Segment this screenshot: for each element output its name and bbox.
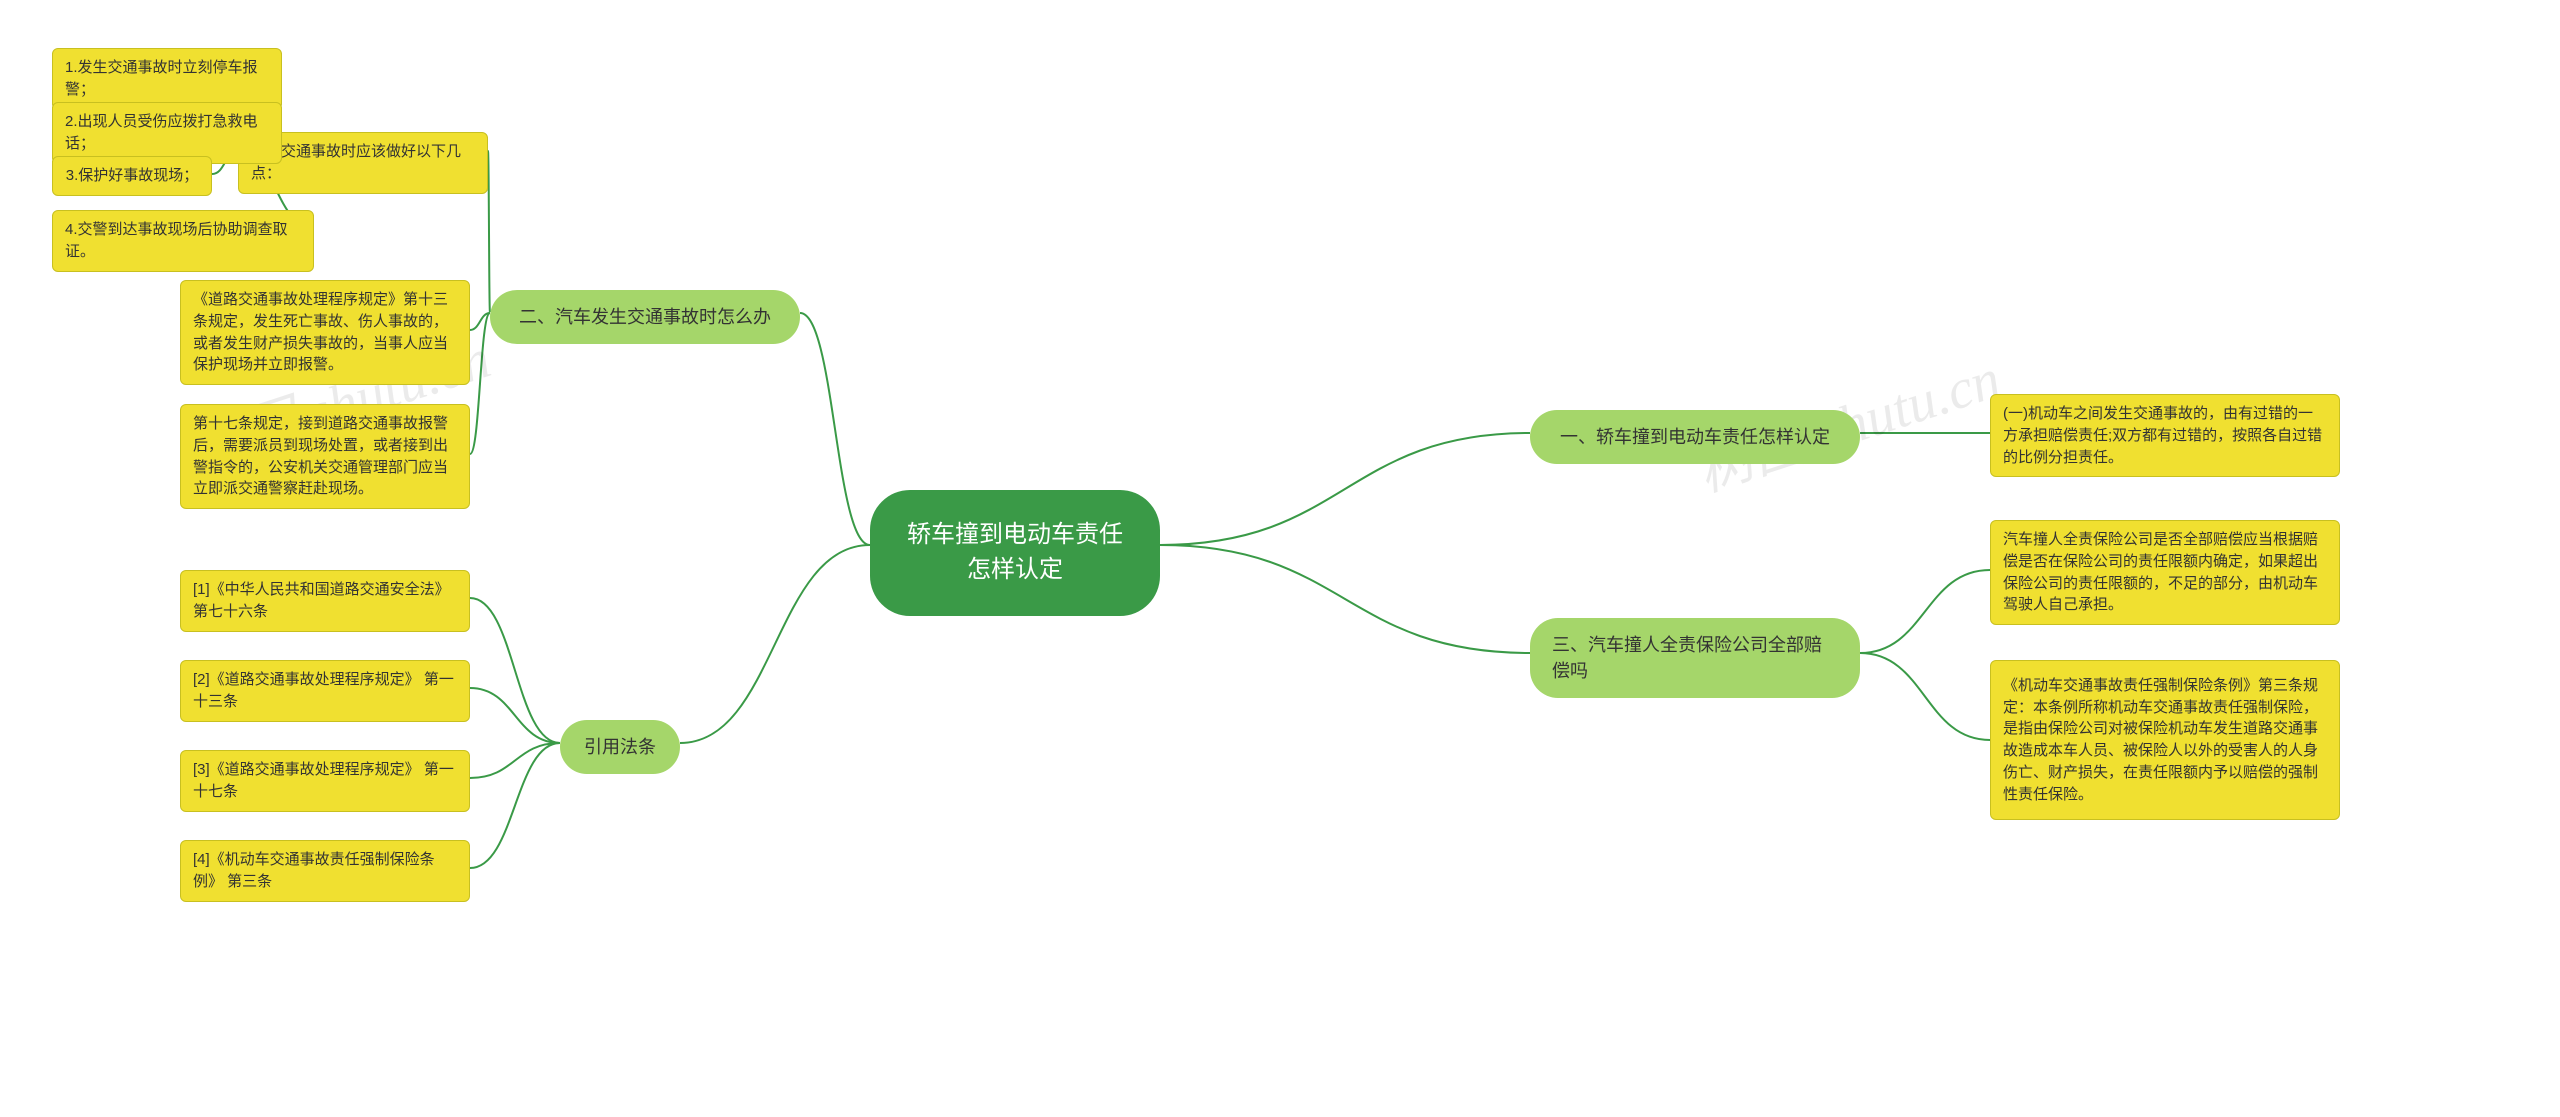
- leaf-b2s1l3[interactable]: 3.保护好事故现场；: [52, 156, 212, 196]
- leaf-b2l3[interactable]: 第十七条规定，接到道路交通事故报警后，需要派员到现场处置，或者接到出警指令的，公…: [180, 404, 470, 509]
- leaf-b2l2[interactable]: 《道路交通事故处理程序规定》第十三条规定，发生死亡事故、伤人事故的，或者发生财产…: [180, 280, 470, 385]
- leaf-b2s1l1[interactable]: 1.发生交通事故时立刻停车报警；: [52, 48, 282, 110]
- branch-b1[interactable]: 一、轿车撞到电动车责任怎样认定: [1530, 410, 1860, 464]
- branch-b3[interactable]: 三、汽车撞人全责保险公司全部赔偿吗: [1530, 618, 1860, 698]
- branch-b2[interactable]: 二、汽车发生交通事故时怎么办: [490, 290, 800, 344]
- leaf-b4l1[interactable]: [1]《中华人民共和国道路交通安全法》 第七十六条: [180, 570, 470, 632]
- leaf-b3l1[interactable]: 汽车撞人全责保险公司是否全部赔偿应当根据赔偿是否在保险公司的责任限额内确定，如果…: [1990, 520, 2340, 625]
- branch-b4[interactable]: 引用法条: [560, 720, 680, 774]
- leaf-b4l3[interactable]: [3]《道路交通事故处理程序规定》 第一十七条: [180, 750, 470, 812]
- leaf-b2s1l2[interactable]: 2.出现人员受伤应拨打急救电话；: [52, 102, 282, 164]
- root-node[interactable]: 轿车撞到电动车责任怎样认定: [870, 490, 1160, 616]
- leaf-b4l2[interactable]: [2]《道路交通事故处理程序规定》 第一十三条: [180, 660, 470, 722]
- leaf-b1l1[interactable]: (一)机动车之间发生交通事故的，由有过错的一方承担赔偿责任;双方都有过错的，按照…: [1990, 394, 2340, 477]
- leaf-b3l2[interactable]: 《机动车交通事故责任强制保险条例》第三条规定：本条例所称机动车交通事故责任强制保…: [1990, 660, 2340, 820]
- leaf-b2s1l4[interactable]: 4.交警到达事故现场后协助调查取证。: [52, 210, 314, 272]
- leaf-b4l4[interactable]: [4]《机动车交通事故责任强制保险条例》 第三条: [180, 840, 470, 902]
